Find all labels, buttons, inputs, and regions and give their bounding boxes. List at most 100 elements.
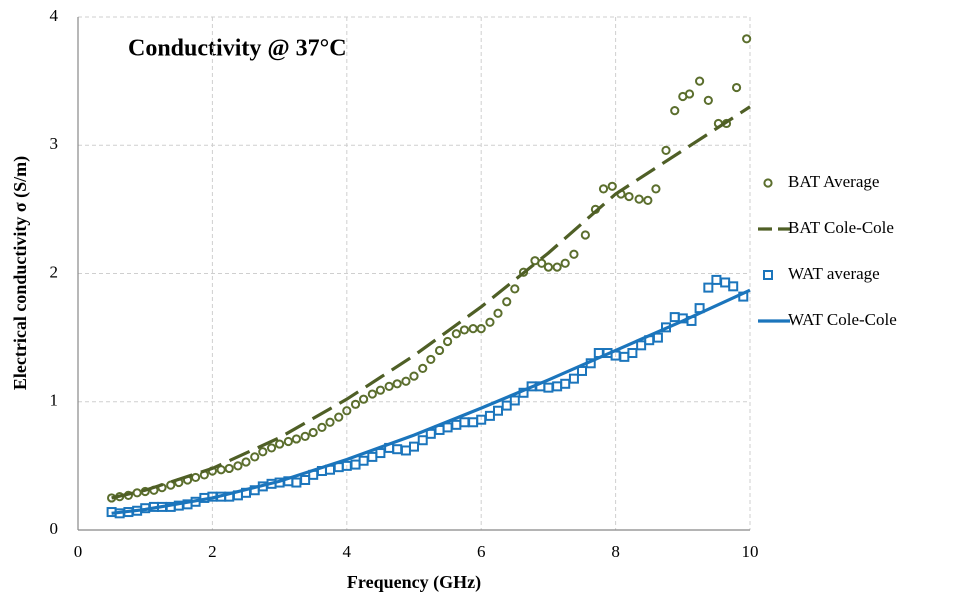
x-tick-label: 10: [742, 542, 759, 561]
data-point: [502, 297, 512, 307]
data-point: [308, 427, 318, 438]
data-point: [434, 345, 445, 356]
data-point: [451, 419, 462, 430]
data-point: [275, 439, 285, 449]
data-point: [742, 34, 752, 44]
data-point: [140, 486, 150, 497]
chart-title: Conductivity @ 37°C: [128, 36, 347, 62]
data-point: [560, 258, 570, 268]
legend-label: WAT Cole-Cole: [788, 310, 897, 329]
y-tick-label: 3: [50, 134, 59, 153]
data-point: [493, 308, 503, 318]
data-point: [258, 447, 268, 457]
data-point: [367, 389, 377, 399]
data-point: [400, 445, 411, 456]
data-point: [485, 317, 495, 327]
data-point: [392, 444, 403, 455]
data-point: [468, 417, 479, 428]
data-point: [166, 480, 176, 490]
x-tick-label: 2: [208, 542, 217, 561]
data-point: [375, 448, 386, 459]
data-point: [191, 472, 201, 483]
data-point: [652, 332, 663, 343]
data-point: [484, 410, 495, 421]
data-point: [442, 422, 453, 433]
data-point: [350, 459, 361, 470]
data-point: [300, 474, 311, 485]
data-point: [703, 282, 714, 293]
data-point: [543, 262, 554, 272]
data-point: [342, 406, 352, 416]
data-point: [426, 354, 436, 365]
data-point: [325, 417, 335, 427]
data-point: [684, 89, 695, 99]
data-point: [695, 76, 705, 86]
data-point: [468, 324, 478, 334]
y-tick-label: 2: [50, 262, 59, 281]
data-point: [643, 195, 653, 205]
data-point: [476, 324, 486, 334]
data-point: [359, 394, 369, 404]
x-tick-label: 0: [74, 542, 83, 561]
data-point: [384, 381, 394, 391]
legend-symbol: [763, 178, 773, 188]
data-point: [552, 381, 563, 392]
data-point: [728, 281, 739, 292]
data-point: [560, 378, 571, 389]
data-point: [670, 106, 680, 116]
series-line: [111, 105, 751, 500]
data-point: [283, 436, 293, 447]
data-point: [552, 262, 562, 272]
data-point: [417, 435, 428, 446]
data-point: [266, 443, 277, 453]
data-point: [418, 363, 428, 374]
data-point: [711, 274, 722, 285]
data-point: [493, 405, 503, 416]
data-point: [334, 412, 344, 422]
data-point: [636, 340, 647, 351]
data-point: [241, 457, 251, 467]
data-point: [317, 422, 327, 432]
data-point: [451, 329, 461, 339]
data-point: [501, 400, 512, 411]
data-point: [132, 488, 142, 498]
data-point: [443, 336, 453, 347]
data-point: [543, 382, 554, 393]
data-point: [619, 351, 630, 362]
legend-label: BAT Cole-Cole: [788, 218, 894, 237]
x-tick-label: 6: [477, 542, 486, 561]
data-point: [300, 431, 310, 441]
legend-label: WAT average: [788, 264, 880, 283]
data-point: [669, 312, 680, 323]
x-tick-label: 8: [611, 542, 620, 561]
data-point: [624, 191, 634, 202]
series-line: [111, 288, 751, 515]
data-point: [518, 267, 529, 277]
data-point: [509, 395, 520, 406]
data-point: [580, 230, 590, 240]
data-point: [367, 451, 378, 462]
data-point: [291, 477, 302, 488]
data-point: [577, 365, 587, 376]
x-tick-label: 4: [343, 542, 352, 561]
data-point: [250, 452, 260, 462]
legend-label: BAT Average: [788, 172, 879, 191]
data-point: [409, 441, 419, 452]
data-point: [291, 434, 301, 444]
data-point: [720, 277, 731, 288]
data-point: [651, 184, 661, 194]
y-tick-label: 4: [50, 6, 59, 25]
data-point: [703, 95, 713, 105]
y-axis-label: Electrical conductivity σ (S/m): [10, 156, 31, 390]
data-point: [233, 461, 243, 471]
data-point: [569, 249, 579, 259]
x-axis-label: Frequency (GHz): [347, 572, 481, 593]
data-point: [350, 399, 361, 409]
data-point: [224, 463, 234, 474]
data-point: [409, 371, 419, 381]
data-point: [375, 385, 385, 395]
data-point: [358, 455, 369, 466]
data-point: [459, 417, 470, 428]
data-point: [627, 348, 638, 359]
